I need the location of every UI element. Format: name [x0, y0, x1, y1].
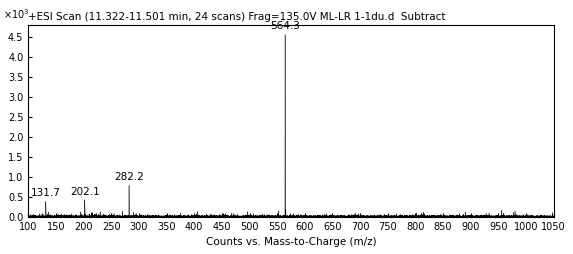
Text: 202.1: 202.1 — [70, 187, 100, 197]
Text: +ESI Scan (11.322-11.501 min, 24 scans) Frag=135.0V ML-LR 1-1du.d  Subtract: +ESI Scan (11.322-11.501 min, 24 scans) … — [28, 12, 446, 23]
Text: 282.2: 282.2 — [114, 172, 144, 182]
Text: 564.3: 564.3 — [270, 21, 300, 31]
Text: 131.7: 131.7 — [31, 188, 61, 198]
X-axis label: Counts vs. Mass-to-Charge (m/z): Counts vs. Mass-to-Charge (m/z) — [206, 237, 376, 247]
Text: $\times$10$^{3}$: $\times$10$^{3}$ — [3, 7, 29, 21]
